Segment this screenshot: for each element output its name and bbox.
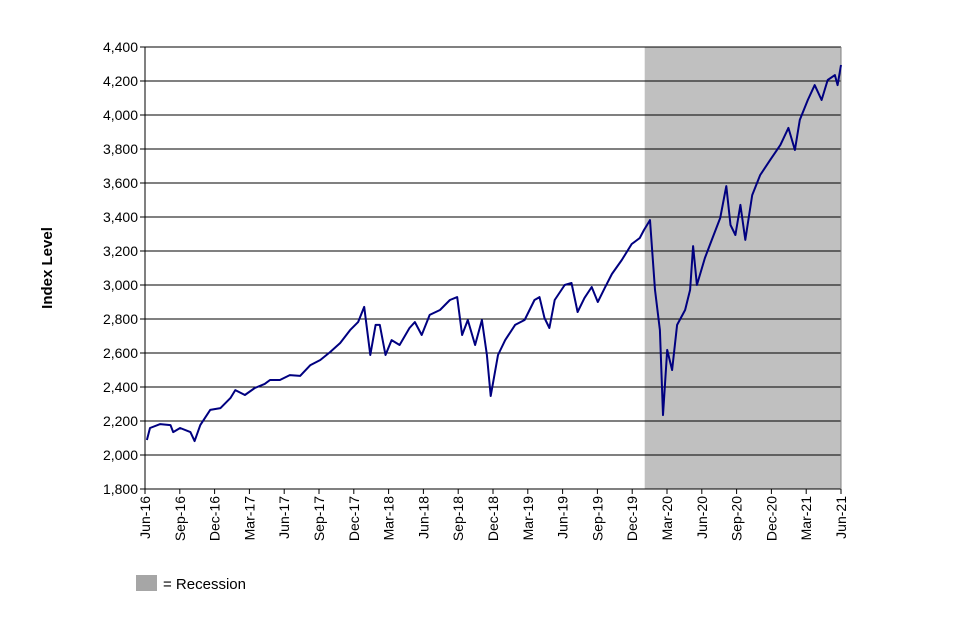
legend-label: = Recession [163,576,246,593]
x-tick-label: Dec-16 [207,496,223,541]
x-tick-label: Dec-18 [485,496,501,541]
x-tick-label: Jun-16 [137,496,153,539]
y-tick-label: 3,000 [103,277,138,293]
x-tick-label: Jun-19 [555,496,571,539]
y-axis-title: Index Level [39,227,56,309]
y-tick-label: 2,600 [103,345,138,361]
x-tick-label: Jun-20 [694,496,710,539]
y-tick-label: 4,000 [103,107,138,123]
y-tick-label: 1,800 [103,481,138,497]
x-tick-label: Dec-17 [346,496,362,541]
y-tick-label: 2,200 [103,413,138,429]
y-tick-label: 3,200 [103,243,138,259]
y-tick-label: 2,000 [103,447,138,463]
recession-shading [644,47,841,489]
y-tick-label: 2,400 [103,379,138,395]
x-tick-label: Sep-19 [589,496,605,541]
y-tick-label: 2,800 [103,311,138,327]
x-tick-label: Sep-17 [311,496,327,541]
y-tick-label: 3,400 [103,209,138,225]
x-tick-label: Sep-16 [172,496,188,541]
x-tick-label: Jun-17 [276,496,292,539]
x-tick-label: Jun-18 [415,496,431,539]
x-tick-label: Sep-18 [450,496,466,541]
x-tick-label: Mar-17 [241,496,257,541]
y-tick-label: 3,800 [103,141,138,157]
x-tick-label: Dec-20 [763,496,779,541]
y-tick-label: 3,600 [103,175,138,191]
x-tick-label: Mar-18 [381,496,397,541]
x-tick-label: Sep-20 [729,496,745,541]
x-tick-label: Dec-19 [624,496,640,541]
y-tick-label: 4,200 [103,73,138,89]
x-tick-label: Jun-21 [833,496,849,539]
x-tick-label: Mar-19 [520,496,536,541]
index-level-line [145,64,842,443]
legend-swatch [136,575,157,591]
y-tick-label: 4,400 [103,39,138,55]
x-tick-label: Mar-21 [798,496,814,541]
x-tick-label: Mar-20 [659,496,675,541]
